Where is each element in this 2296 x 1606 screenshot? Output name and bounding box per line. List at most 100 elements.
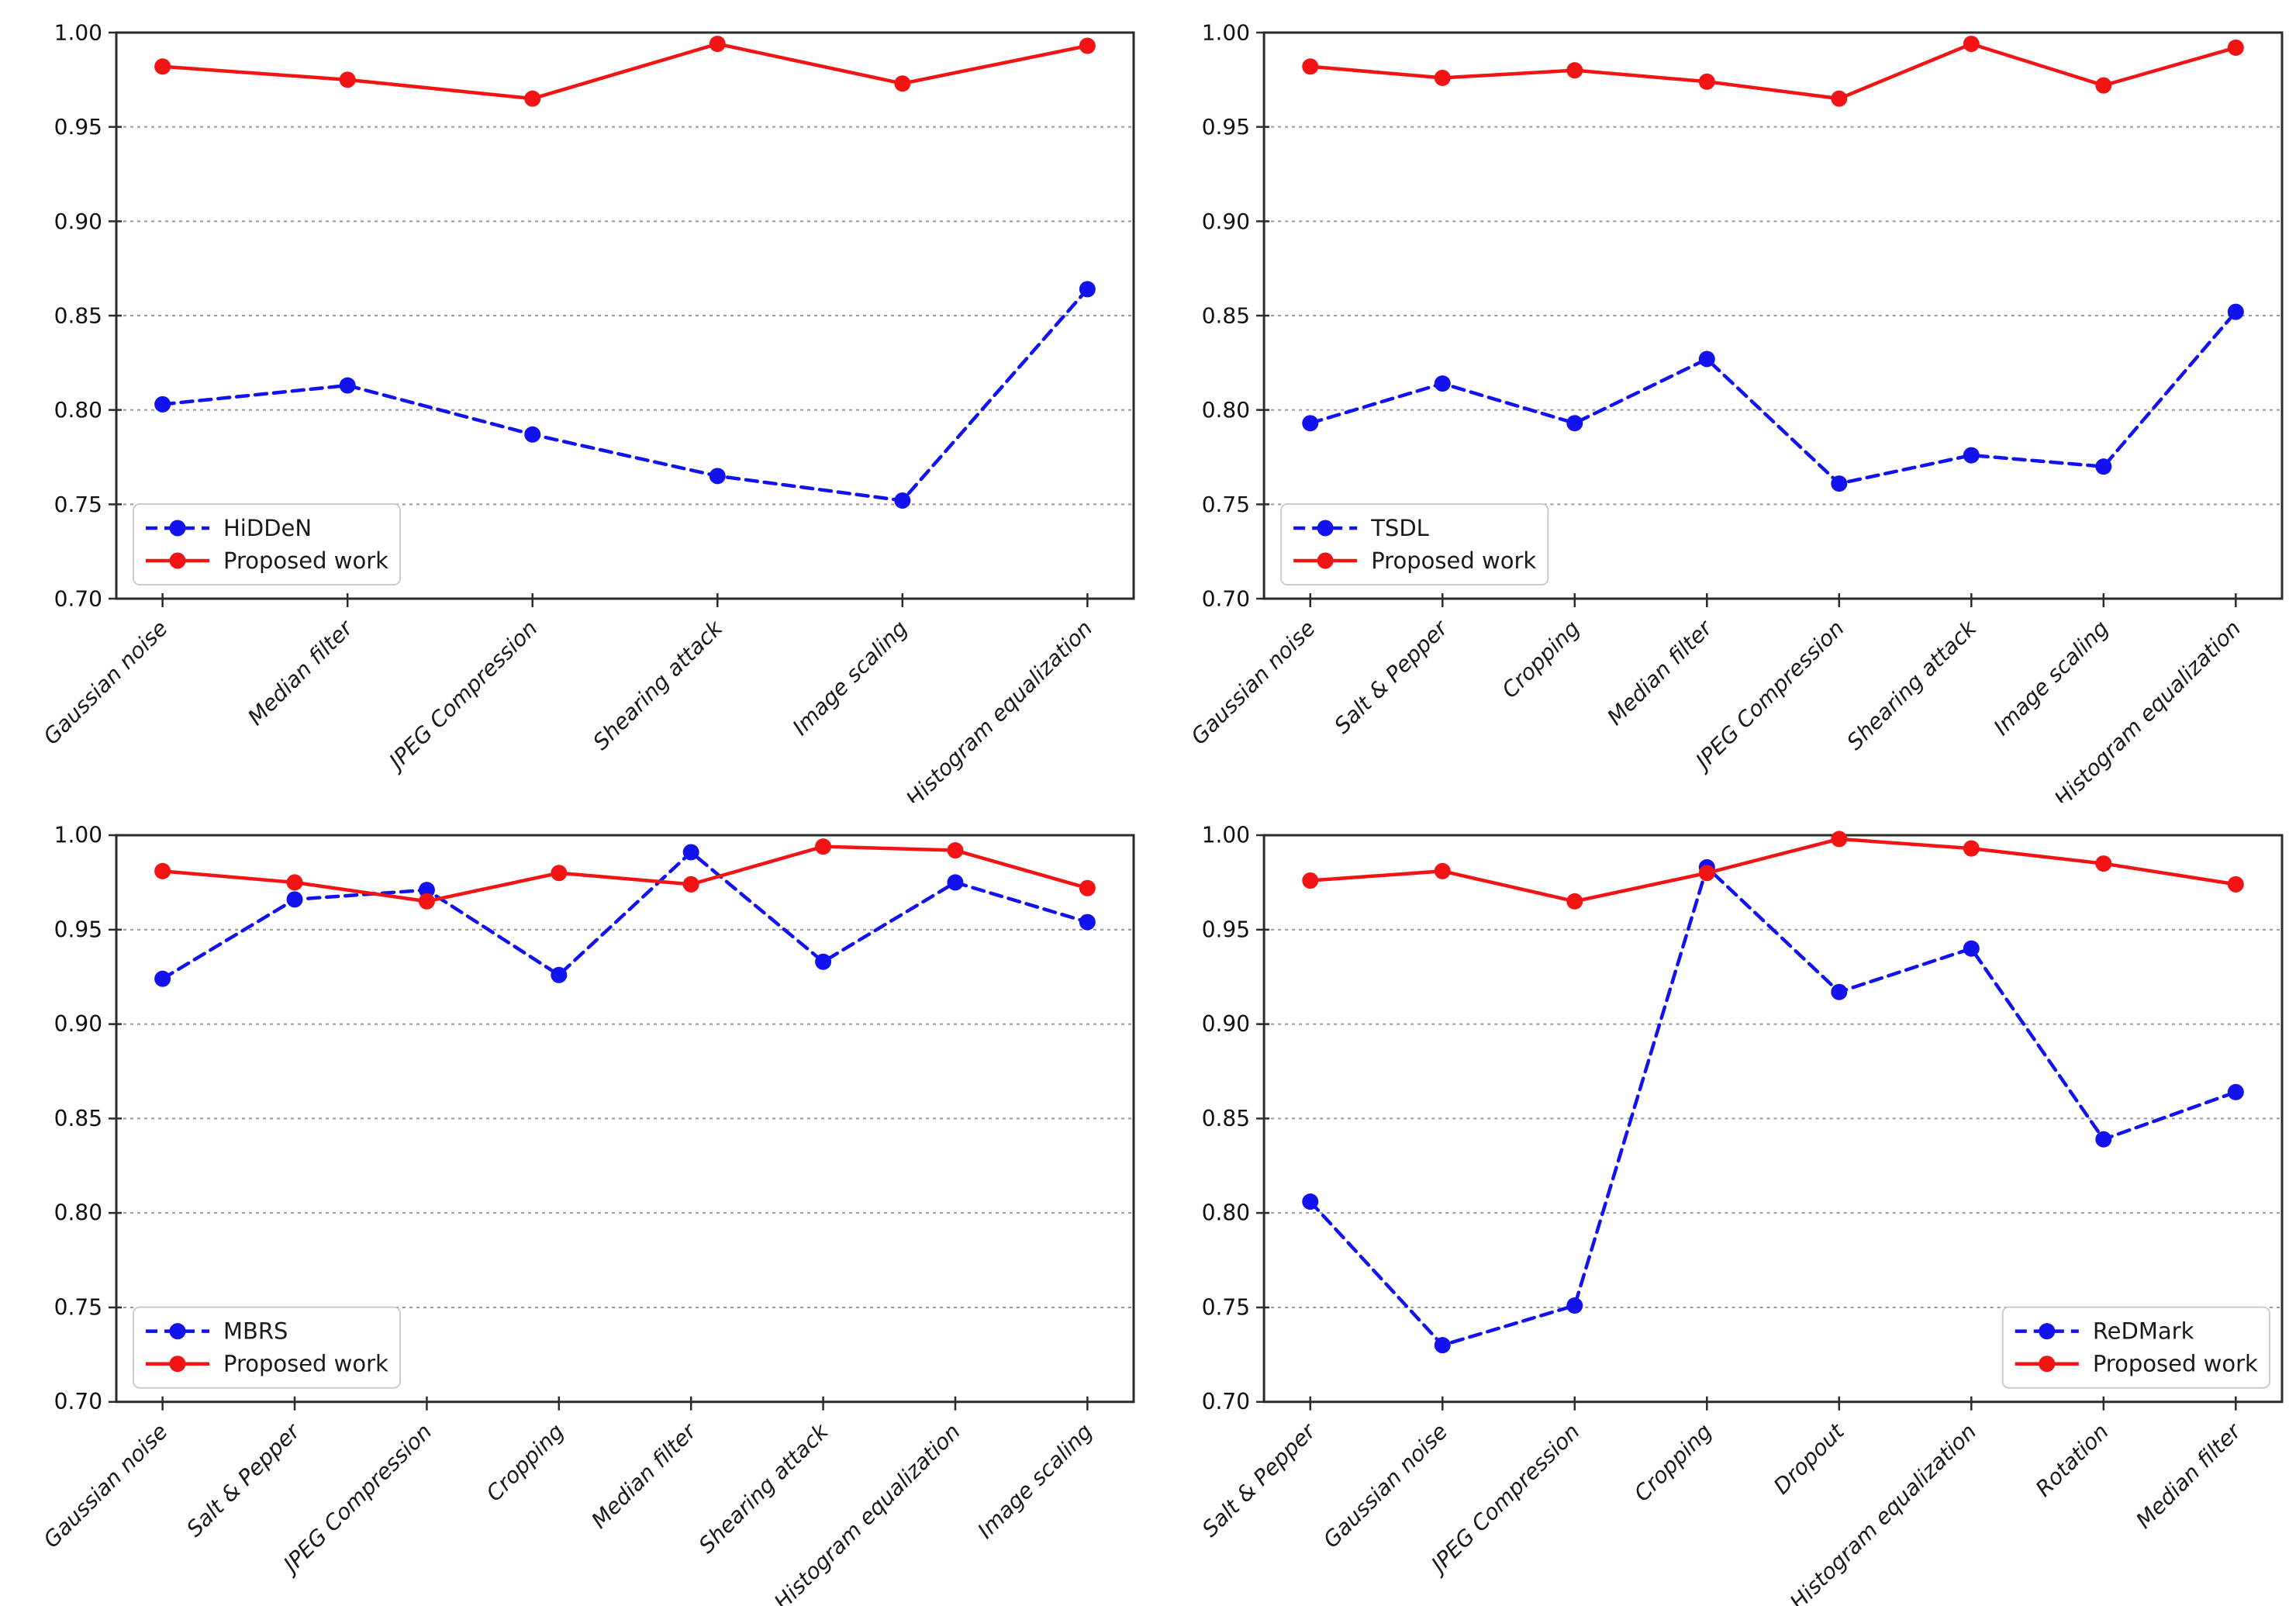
data-point-marker [551, 865, 568, 882]
series-line-proposed-work [1308, 837, 2238, 903]
data-point-marker [1698, 73, 1715, 90]
series-line-redmark [1308, 864, 2238, 1348]
x-tick-label: Dropout [1769, 1418, 1850, 1500]
y-tick-label: 0.95 [54, 114, 102, 140]
legend: HiDDeN Proposed work [133, 503, 401, 585]
series-line-hidden [161, 287, 1089, 503]
legend-sample-marker [1317, 520, 1334, 537]
x-tick-label: Median filter [2131, 1418, 2246, 1533]
y-tick-label: 0.80 [1202, 1200, 1250, 1226]
data-point-marker [1963, 840, 1980, 857]
data-point-marker [1831, 475, 1848, 492]
legend-box [133, 1306, 401, 1389]
data-point-marker [2095, 1131, 2112, 1148]
legend-label-mbrs: MBRS [223, 1318, 288, 1345]
y-tick-label: 1.00 [54, 823, 102, 848]
data-point-marker [947, 842, 964, 859]
y-tick-label: 1.00 [54, 20, 102, 46]
legend-sample-marker [1317, 552, 1334, 569]
x-tick-label: Image scaling [788, 616, 913, 741]
y-tick-label: 0.95 [54, 917, 102, 942]
y-tick-label: 0.80 [1202, 397, 1250, 423]
data-point-marker [524, 426, 541, 443]
data-point-marker [154, 395, 171, 413]
y-tick-label: 0.85 [54, 1106, 102, 1131]
data-point-marker [286, 874, 303, 891]
y-tick-label: 0.75 [54, 1294, 102, 1320]
subplot-tsdl-comparison: 0.70 0.75 0.80 0.85 0.90 0.95 1.00 Gaussian noi… [1148, 0, 2296, 803]
y-tick-label: 0.70 [1202, 586, 1250, 612]
data-point-marker [1566, 1297, 1583, 1314]
x-tick-label: Cropping [482, 1418, 569, 1506]
x-tick-label: JPEG Compression [382, 616, 543, 777]
data-point-marker [682, 876, 699, 893]
y-tick-label: 0.85 [1202, 303, 1250, 329]
series-line-proposed-work [1308, 42, 2238, 101]
series-line-proposed-work [161, 844, 1089, 903]
data-point-marker [1566, 62, 1583, 79]
data-point-marker [551, 966, 568, 983]
data-point-marker [2095, 855, 2112, 872]
data-point-marker [286, 891, 303, 908]
data-point-marker [1079, 879, 1096, 896]
x-tick-label: Rotation [2031, 1418, 2114, 1501]
series-line-proposed-work [161, 42, 1089, 101]
y-tick-label: 0.80 [54, 397, 102, 423]
y-tick-label: 0.70 [1202, 1389, 1250, 1414]
legend-label-proposed-work: Proposed work [223, 1351, 388, 1377]
y-tick-label: 1.00 [1202, 823, 1250, 848]
y-tick-label: 0.90 [1202, 209, 1250, 234]
y-tick-label: 0.95 [1202, 114, 1250, 140]
subplot-hidden-comparison: 0.70 0.75 0.80 0.85 0.90 0.95 1.00 Gaussian noi… [0, 0, 1148, 803]
legend-sample-marker [169, 520, 186, 537]
data-point-marker [815, 953, 832, 970]
data-point-marker [1434, 375, 1451, 392]
data-point-marker [418, 893, 435, 910]
line-chart-hidden: 0.70 0.75 0.80 0.85 0.90 0.95 1.00 Gaussian noi… [38, 20, 1135, 803]
x-tick-label: Cropping [1629, 1418, 1717, 1506]
data-point-marker [339, 377, 356, 394]
data-point-marker [815, 838, 832, 855]
series-line-tsdl [1308, 309, 2238, 486]
data-point-marker [894, 75, 911, 92]
y-tick-label: 0.95 [1202, 917, 1250, 942]
legend-label-proposed-work: Proposed work [223, 547, 388, 574]
data-point-marker [1963, 447, 1980, 464]
data-point-marker [1963, 940, 1980, 957]
legend-sample-marker [169, 1356, 186, 1373]
data-point-marker [1698, 865, 1715, 882]
data-point-marker [1831, 983, 1848, 1000]
x-tick-label: Image scaling [972, 1418, 1097, 1543]
x-tick-label: Image scaling [1989, 616, 2114, 741]
data-point-marker [2095, 458, 2112, 475]
data-point-marker [1079, 914, 1096, 931]
data-point-marker [1302, 872, 1319, 889]
plot-border [1262, 834, 2284, 1404]
data-point-marker [1079, 281, 1096, 298]
data-point-marker [709, 468, 726, 485]
x-tick-label: Cropping [1497, 616, 1585, 703]
data-point-marker [1963, 36, 1980, 53]
x-tick-label: Gaussian noise [1186, 616, 1321, 750]
legend-box [1280, 503, 1549, 585]
x-tick-label: JPEG Compression [276, 1418, 437, 1580]
data-point-marker [947, 874, 964, 891]
y-tick-label: 0.80 [54, 1200, 102, 1226]
plot-border [115, 31, 1135, 600]
x-tick-label: Histogram equalization [901, 616, 1097, 803]
data-point-marker [2227, 1083, 2244, 1100]
x-tick-label: Gaussian noise [1318, 1418, 1452, 1552]
data-point-marker [1831, 90, 1848, 107]
subplot-mbrs-comparison: 0.70 0.75 0.80 0.85 0.90 0.95 1.00 Gaussian noi… [0, 803, 1148, 1606]
data-point-marker [1302, 58, 1319, 75]
data-point-marker [154, 970, 171, 987]
y-tick-label: 0.75 [1202, 1294, 1250, 1320]
legend: MBRS Proposed work [133, 1306, 401, 1389]
y-tick-label: 0.90 [1202, 1011, 1250, 1037]
plot-border [115, 834, 1135, 1404]
data-point-marker [339, 71, 356, 88]
legend-box [2001, 1306, 2270, 1389]
data-point-marker [1566, 415, 1583, 432]
legend-box [133, 503, 401, 585]
